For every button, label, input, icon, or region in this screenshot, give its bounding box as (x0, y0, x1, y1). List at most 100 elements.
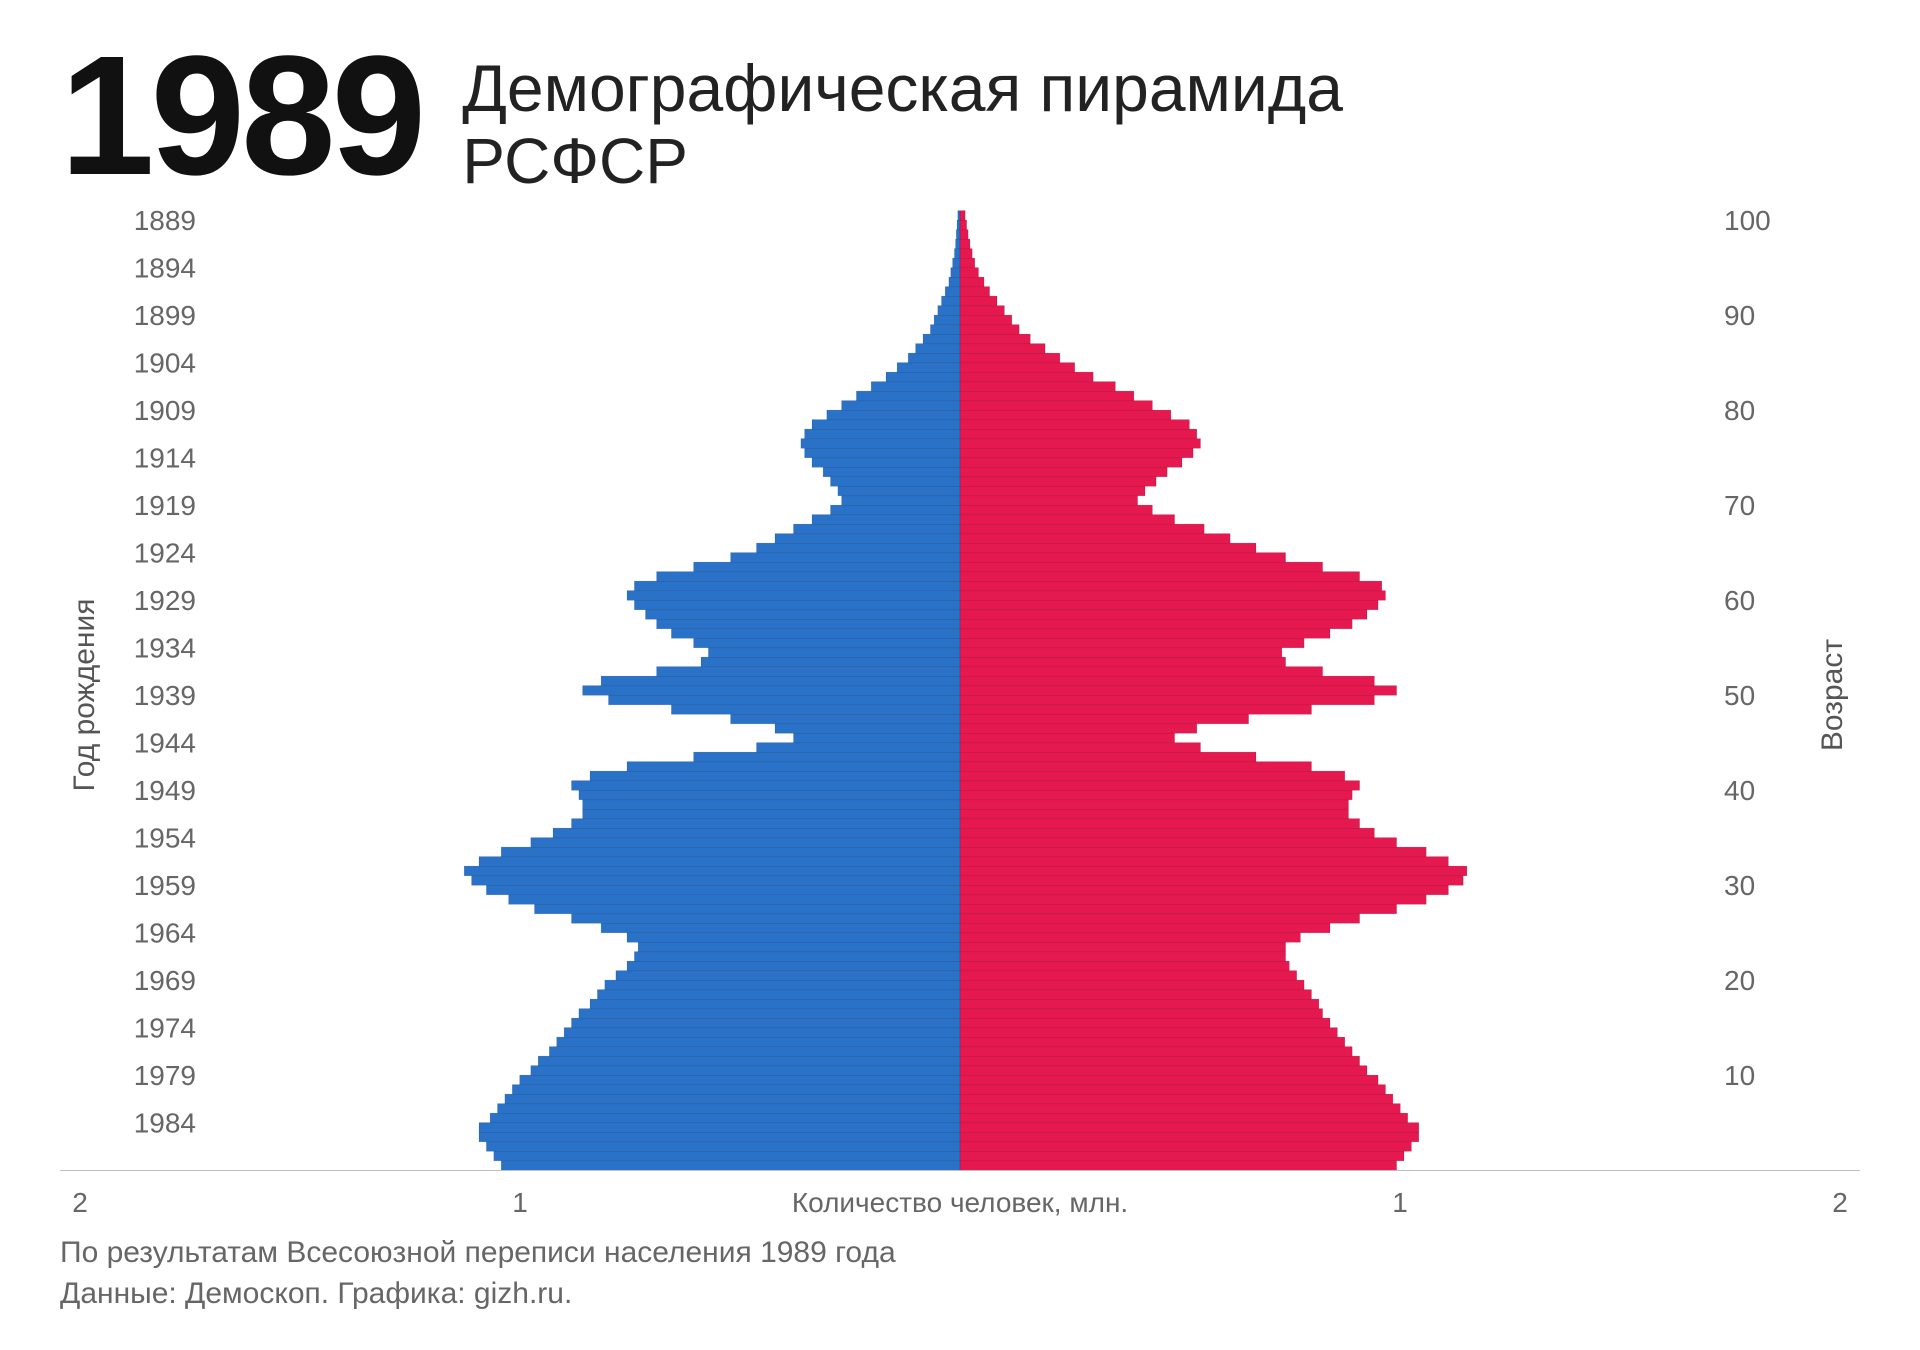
bar-left (794, 524, 961, 534)
bar-left (923, 334, 960, 344)
bar-left (757, 743, 961, 753)
bar-left (531, 1066, 960, 1076)
bar-right (960, 657, 1286, 667)
bar-left (956, 239, 960, 249)
bar-right (960, 287, 990, 297)
bar-left (486, 885, 960, 895)
bar-left (505, 1094, 960, 1104)
bar-right (960, 676, 1374, 686)
bar-right (960, 828, 1374, 838)
chart-title: Демографическая пирамида (462, 54, 1343, 123)
x-axis-title: Количество человек, млн. (792, 1187, 1128, 1218)
bar-left (579, 1009, 960, 1019)
y-left-tick: 1894 (134, 253, 196, 284)
bar-right (960, 1085, 1386, 1095)
bar-right (960, 458, 1182, 468)
bar-left (775, 534, 960, 544)
y-left-tick: 1919 (134, 490, 196, 521)
y-right-tick: 50 (1724, 680, 1755, 711)
bar-right (960, 344, 1045, 354)
bar-left (601, 923, 960, 933)
bar-right (960, 971, 1297, 981)
bar-left (634, 952, 960, 962)
bar-right (960, 866, 1467, 876)
header: 1989 Демографическая пирамида РСФСР (60, 40, 1860, 200)
bar-left (694, 638, 960, 648)
bar-left (609, 695, 961, 705)
bar-right (960, 467, 1167, 477)
bar-left (531, 838, 960, 848)
bar-right (960, 1066, 1367, 1076)
bar-right (960, 904, 1397, 914)
bar-left (657, 667, 960, 677)
bar-right (960, 1075, 1378, 1085)
bar-right (960, 885, 1448, 895)
bar-right (960, 334, 1030, 344)
bar-left (509, 895, 960, 905)
bar-left (871, 382, 960, 392)
bar-left (823, 467, 960, 477)
bar-left (501, 847, 960, 857)
bar-right (960, 543, 1256, 553)
bar-left (805, 429, 960, 439)
bar-left (583, 809, 960, 819)
bar-left (657, 572, 960, 582)
bar-right (960, 933, 1300, 943)
y-left-tick: 1959 (134, 870, 196, 901)
bar-left (812, 420, 960, 430)
bar-right (960, 781, 1360, 791)
bar-right (960, 1151, 1404, 1161)
bar-right (960, 230, 968, 240)
bar-left (951, 268, 960, 278)
bar-left (535, 904, 961, 914)
bar-left (501, 1161, 960, 1171)
bar-left (616, 971, 960, 981)
bar-left (590, 999, 960, 1009)
y-right-tick: 80 (1724, 395, 1755, 426)
bar-right (960, 277, 984, 287)
bar-left (954, 249, 960, 259)
bar-left (657, 619, 960, 629)
bar-right (960, 724, 1197, 734)
y-right-tick: 20 (1724, 965, 1755, 996)
bar-right (960, 524, 1204, 534)
bar-right (960, 619, 1352, 629)
bar-right (960, 1142, 1411, 1152)
y-left-tick: 1969 (134, 965, 196, 996)
bar-left (583, 686, 960, 696)
bar-left (694, 562, 960, 572)
y-right-tick: 10 (1724, 1060, 1755, 1091)
y-left-tick: 1909 (134, 395, 196, 426)
bar-left (520, 1075, 960, 1085)
bar-left (572, 781, 961, 791)
bar-left (601, 676, 960, 686)
x-ticks: 2112Количество человек, млн. (72, 1187, 1848, 1218)
bar-right (960, 410, 1171, 420)
y-left-tick: 1924 (134, 538, 196, 569)
bar-right (960, 439, 1201, 449)
y-right-tick: 90 (1724, 300, 1755, 331)
bar-left (564, 1028, 960, 1038)
bar-right (960, 952, 1286, 962)
bar-right (960, 1132, 1419, 1142)
bar-left (538, 1056, 960, 1066)
y-left-ticks: 1889189418991904190919141919192419291934… (134, 210, 196, 1139)
x-tick: 1 (1392, 1187, 1408, 1218)
bar-left (671, 629, 960, 639)
bar-right (960, 942, 1286, 952)
bar-left (842, 496, 960, 506)
bar-left (838, 486, 960, 496)
bar-right (960, 1104, 1400, 1114)
bar-left (958, 211, 960, 221)
bar-right (960, 515, 1175, 525)
bar-left (494, 1151, 960, 1161)
bar-left (886, 372, 960, 382)
bar-left (472, 876, 960, 886)
bar-left (638, 942, 960, 952)
bar-left (842, 401, 960, 411)
bar-right (960, 239, 970, 249)
bar-right (960, 448, 1193, 458)
bar-right (960, 486, 1145, 496)
bar-right (960, 999, 1319, 1009)
y-left-tick: 1904 (134, 348, 196, 379)
